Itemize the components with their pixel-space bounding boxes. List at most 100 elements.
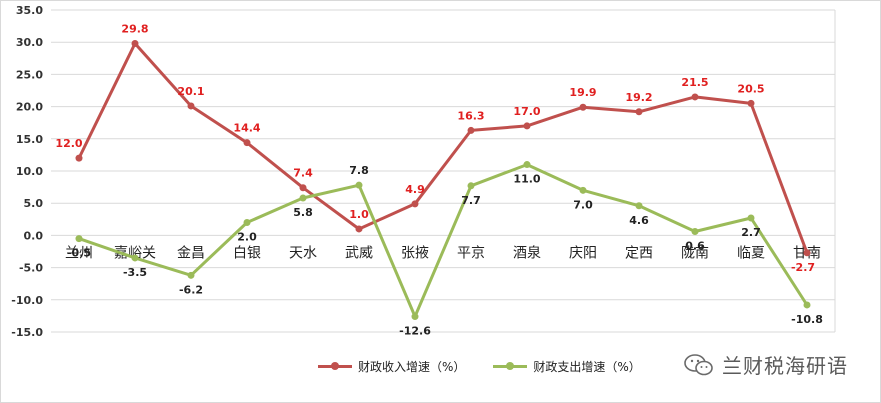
legend-label-income: 财政收入增速（%） (358, 359, 466, 374)
data-label: 21.5 (681, 76, 708, 89)
category-label: 武威 (345, 245, 373, 261)
category-label: 临夏 (737, 245, 765, 261)
series (75, 39, 811, 321)
legend-swatch-expense (493, 361, 528, 371)
series-income (75, 39, 811, 257)
category-label: 陇南 (681, 245, 709, 261)
data-label: 2.7 (741, 226, 761, 239)
data-point (579, 103, 587, 111)
data-label: -12.6 (399, 325, 431, 338)
data-label: 16.3 (457, 109, 484, 122)
category-label: 定西 (625, 245, 653, 261)
data-point (187, 271, 195, 279)
data-label: 12.0 (55, 137, 82, 150)
data-point (691, 93, 699, 101)
data-point (467, 126, 475, 134)
y-tick-label: 20.0 (16, 101, 43, 114)
data-point (635, 108, 643, 116)
data-label: -3.5 (123, 266, 147, 279)
data-label: 4.6 (629, 214, 649, 227)
legend: 财政收入增速（%） 财政支出增速（%） (318, 356, 641, 376)
data-point (411, 200, 419, 208)
category-label: 兰州 (65, 245, 93, 261)
data-label: 14.4 (233, 122, 260, 135)
category-label: 嘉峪关 (114, 245, 156, 261)
data-label: 7.0 (573, 198, 593, 211)
legend-label-expense: 财政支出增速（%） (533, 359, 641, 374)
data-label: 20.5 (737, 82, 764, 95)
y-tick-label: -5.0 (19, 262, 43, 275)
data-point (131, 39, 139, 47)
y-tick-label: 30.0 (16, 36, 43, 49)
data-label: 7.7 (461, 194, 481, 207)
data-point (691, 228, 699, 236)
data-label: 19.9 (569, 86, 596, 99)
data-point (635, 202, 643, 210)
data-point (355, 225, 363, 233)
data-labels: 12.0 29.8 20.1 14.4 7.4 1.0 4.9 16.3 17.0 19.9 19.… (55, 22, 822, 337)
legend-item-expense: 财政支出增速（%） (493, 358, 641, 375)
category-label: 天水 (289, 245, 317, 261)
y-tick-label: 15.0 (16, 133, 43, 146)
data-label: 19.2 (625, 91, 652, 104)
data-label: -6.2 (179, 283, 203, 296)
series-expense (75, 161, 811, 321)
data-point (803, 249, 811, 257)
data-point (523, 161, 531, 169)
data-label: 20.1 (177, 85, 204, 98)
y-tick-label: 35.0 (16, 4, 43, 17)
data-point (355, 181, 363, 189)
category-label: 白银 (233, 245, 261, 261)
series-line (77, 42, 809, 254)
category-label: 酒泉 (513, 244, 541, 261)
series-line (78, 163, 809, 318)
data-point (579, 186, 587, 194)
data-label: 1.0 (349, 208, 369, 221)
y-tick-label: 5.0 (24, 197, 44, 210)
category-label: 张掖 (401, 245, 429, 261)
legend-swatch-income (318, 361, 352, 371)
gridlines (51, 9, 836, 333)
data-point (243, 219, 251, 227)
category-label: 庆阳 (569, 245, 597, 261)
data-label: 4.9 (405, 183, 425, 196)
data-point (523, 122, 531, 130)
watermark-text: 兰财税海研语 (722, 354, 848, 378)
data-point (747, 99, 755, 107)
y-tick-label: 25.0 (16, 68, 43, 81)
y-tick-label: -10.0 (11, 294, 43, 307)
data-point (187, 102, 195, 110)
data-point (467, 182, 475, 190)
category-label: 金昌 (177, 245, 205, 261)
legend-item-income: 财政收入增速（%） (318, 358, 465, 375)
data-label: 0.6 (685, 240, 705, 253)
data-point (75, 154, 83, 162)
data-label: 29.8 (121, 22, 148, 35)
watermark: 兰财税海研语 (684, 350, 848, 379)
data-label: -0.5 (67, 247, 91, 260)
data-point (747, 214, 755, 222)
data-point (411, 313, 419, 321)
y-tick-label: 10.0 (16, 165, 43, 178)
data-point (299, 184, 307, 192)
data-label: -10.8 (791, 313, 823, 326)
data-label: 7.4 (293, 167, 313, 180)
data-point (131, 254, 139, 262)
wechat-icon (684, 353, 713, 375)
data-label: 17.0 (513, 105, 540, 118)
category-labels: 兰州嘉峪关金昌白银天水武威张掖平京酒泉庆阳定西陇南临夏甘南 (65, 244, 821, 261)
data-point (243, 139, 251, 147)
data-point (299, 194, 307, 202)
data-label: 7.8 (349, 164, 369, 177)
y-axis-ticks: -15.0 -10.0 -5.0 0.0 5.0 10.0 15.0 20.0 25.0 30.0… (11, 4, 43, 339)
data-label: 2.0 (237, 231, 257, 244)
category-label: 平京 (457, 245, 485, 261)
y-tick-label: 0.0 (24, 229, 44, 242)
data-point (803, 301, 811, 309)
data-label: -2.7 (791, 261, 815, 274)
y-tick-label: -15.0 (11, 326, 43, 339)
data-label: 5.8 (293, 206, 313, 219)
